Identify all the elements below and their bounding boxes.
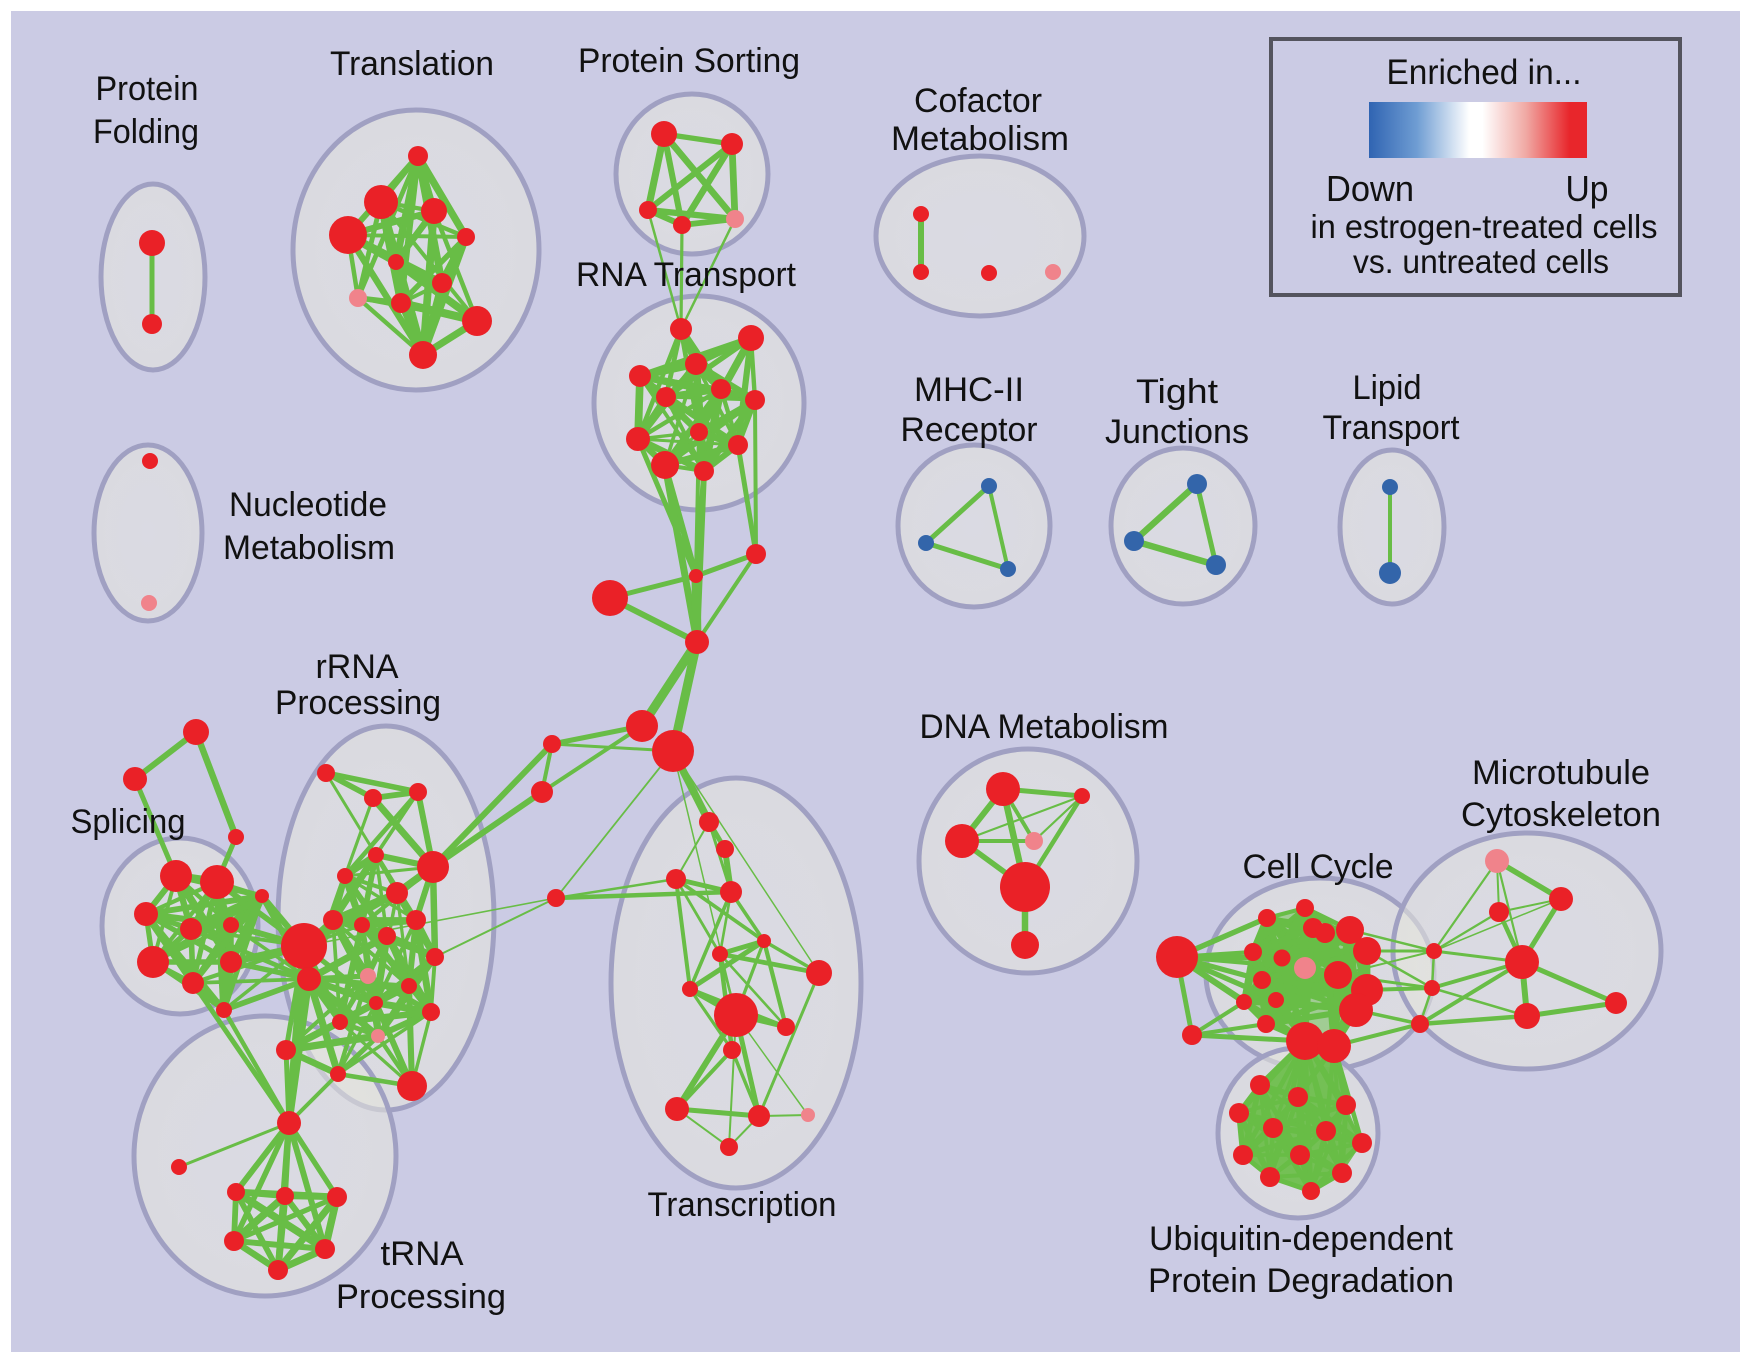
- svg-text:Tight: Tight: [1136, 373, 1219, 411]
- svg-text:Transcription: Transcription: [648, 1186, 837, 1224]
- svg-text:in estrogen-treated cells: in estrogen-treated cells: [1311, 208, 1658, 245]
- svg-text:Down: Down: [1326, 168, 1414, 209]
- svg-text:Processing: Processing: [275, 684, 441, 722]
- svg-text:Up: Up: [1566, 168, 1609, 209]
- svg-text:Cofactor: Cofactor: [914, 82, 1042, 120]
- svg-text:Translation: Translation: [330, 45, 494, 83]
- svg-text:Nucleotide: Nucleotide: [229, 486, 387, 524]
- svg-text:rRNA: rRNA: [316, 648, 399, 686]
- svg-text:Splicing: Splicing: [71, 803, 186, 841]
- svg-text:Cytoskeleton: Cytoskeleton: [1461, 796, 1661, 834]
- svg-text:MHC-II: MHC-II: [914, 371, 1024, 409]
- svg-text:Processing: Processing: [336, 1278, 506, 1316]
- svg-text:DNA Metabolism: DNA Metabolism: [920, 708, 1169, 746]
- svg-text:tRNA: tRNA: [381, 1235, 464, 1273]
- svg-text:Protein: Protein: [96, 70, 199, 108]
- svg-text:Receptor: Receptor: [901, 411, 1038, 449]
- svg-text:Junctions: Junctions: [1105, 413, 1249, 451]
- svg-text:Folding: Folding: [93, 113, 199, 151]
- svg-text:Transport: Transport: [1323, 409, 1461, 447]
- svg-text:Microtubule: Microtubule: [1472, 754, 1650, 792]
- svg-text:Protein Sorting: Protein Sorting: [578, 42, 800, 80]
- svg-text:Cell Cycle: Cell Cycle: [1243, 848, 1394, 886]
- svg-text:Lipid: Lipid: [1353, 369, 1422, 407]
- svg-text:Enriched in...: Enriched in...: [1387, 53, 1582, 92]
- svg-text:Ubiquitin-dependent: Ubiquitin-dependent: [1149, 1220, 1454, 1258]
- svg-text:RNA Transport: RNA Transport: [576, 256, 797, 294]
- svg-text:Metabolism: Metabolism: [891, 120, 1069, 158]
- svg-text:Protein Degradation: Protein Degradation: [1148, 1262, 1454, 1300]
- svg-text:vs. untreated cells: vs. untreated cells: [1353, 243, 1609, 280]
- svg-text:Metabolism: Metabolism: [223, 529, 395, 567]
